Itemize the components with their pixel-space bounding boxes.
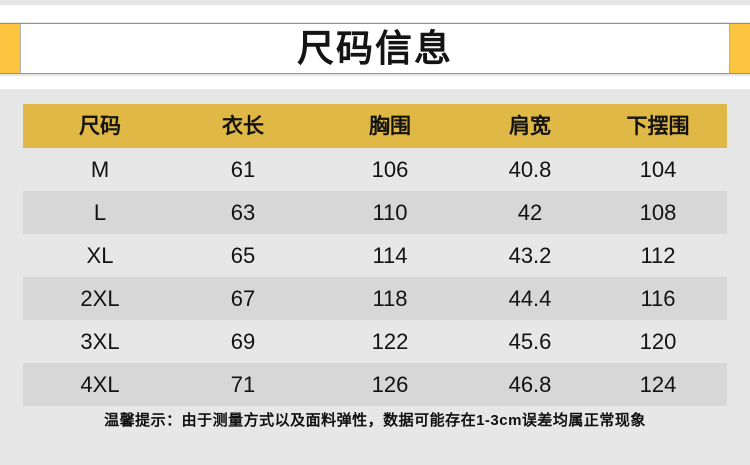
- table-row: M 61 106 40.8 104: [23, 148, 727, 191]
- table-cell: 110: [372, 199, 408, 225]
- table-row: 4XL 71 126 46.8 124: [23, 363, 727, 406]
- table-cell: 40.8: [508, 156, 552, 182]
- table-cell: 44.4: [508, 285, 552, 311]
- table-cell: 61: [230, 156, 256, 182]
- column-header: 下摆围: [626, 114, 690, 138]
- table-cell: 71: [230, 371, 256, 397]
- table-cell: 120: [639, 328, 677, 354]
- table-cell: 104: [639, 156, 677, 182]
- size-table: 尺码 衣长 胸围 肩宽 下摆围 M 61 106 40.8 104 L 63 110 42 108 XL 65…: [23, 104, 727, 406]
- table-row: 2XL 67 118 44.4 116: [23, 277, 727, 320]
- table-cell: 69: [230, 328, 256, 354]
- table-cell: 112: [640, 242, 676, 268]
- table-cell: 45.6: [508, 328, 552, 354]
- table-cell: 116: [640, 285, 676, 311]
- table-cell: XL: [86, 242, 114, 268]
- table-cell: 46.8: [508, 371, 552, 397]
- table-cell: 118: [372, 285, 408, 311]
- table-row: XL 65 114 43.2 112: [23, 234, 727, 277]
- table-cell: 4XL: [80, 371, 120, 397]
- table-cell: 42: [517, 199, 543, 225]
- column-header: 肩宽: [509, 114, 551, 138]
- table-cell: 106: [371, 156, 409, 182]
- table-cell: 108: [639, 199, 677, 225]
- page-title: 尺码信息: [297, 28, 453, 69]
- table-row: 3XL 69 122 45.6 120: [23, 320, 727, 363]
- table-cell: 126: [371, 371, 409, 397]
- column-header: 尺码: [79, 114, 121, 138]
- table-cell: 63: [230, 199, 256, 225]
- table-cell: 43.2: [508, 242, 552, 268]
- table-header-row: 尺码 衣长 胸围 肩宽 下摆围: [23, 104, 727, 148]
- disclaimer-note: 温馨提示：由于测量方式以及面料弹性，数据可能存在1-3cm误差均属正常现象: [104, 412, 646, 429]
- table-cell: 65: [230, 242, 256, 268]
- title-accent-bar-right: [729, 24, 750, 73]
- table-cell: 3XL: [80, 328, 120, 354]
- table-cell: 114: [372, 242, 408, 268]
- table-cell: 67: [230, 285, 256, 311]
- decorative-strip-bottom: [0, 76, 750, 89]
- column-header: 胸围: [369, 114, 411, 138]
- table-cell: L: [93, 199, 107, 225]
- table-cell: M: [90, 156, 110, 182]
- decorative-strip-top: [0, 5, 750, 22]
- table-cell: 2XL: [80, 285, 120, 311]
- table-cell: 122: [371, 328, 409, 354]
- title-accent-bar-left: [0, 24, 21, 73]
- table-row: L 63 110 42 108: [23, 191, 727, 234]
- title-banner: 尺码信息: [0, 23, 750, 74]
- column-header: 衣长: [222, 114, 264, 138]
- table-cell: 124: [639, 371, 677, 397]
- table-body: M 61 106 40.8 104 L 63 110 42 108 XL 65 114 43.2 112 2X…: [23, 148, 727, 406]
